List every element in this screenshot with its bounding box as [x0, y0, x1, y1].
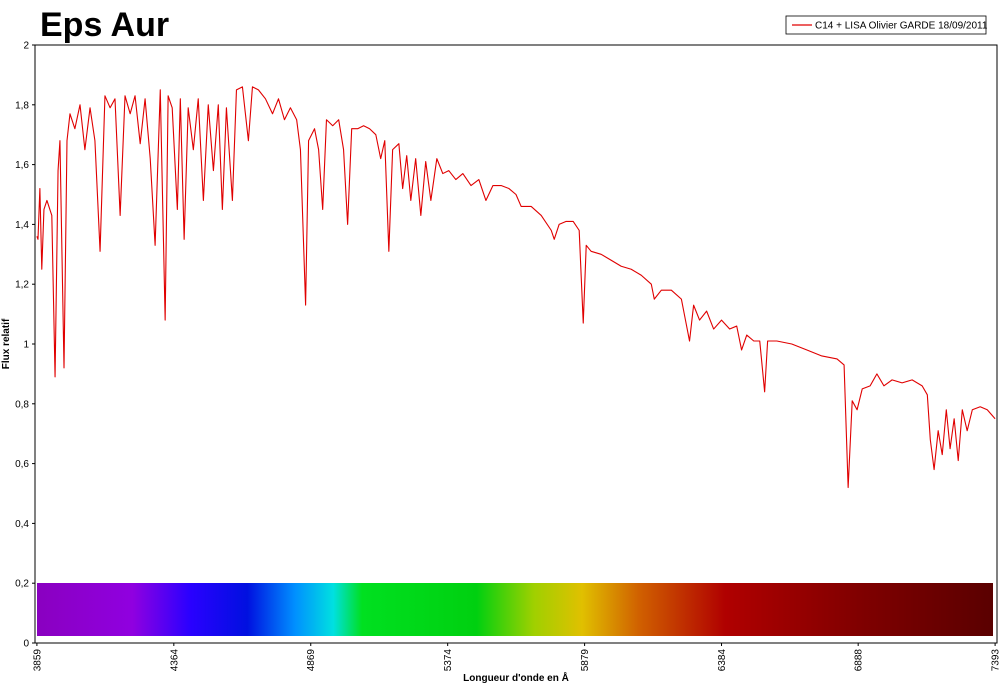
spectrum-strip [37, 583, 993, 636]
x-tick-label: 5879 [580, 649, 591, 672]
y-tick-label: 1,6 [15, 160, 29, 171]
y-tick-label: 2 [23, 41, 29, 52]
y-tick-label: 1,4 [15, 220, 29, 231]
x-tick-label: 5374 [443, 649, 454, 672]
x-tick-label: 4364 [169, 649, 180, 672]
y-tick-label: 1,2 [15, 280, 29, 291]
y-tick-label: 0,4 [15, 519, 29, 530]
x-tick-label: 6384 [717, 649, 728, 672]
y-tick-label: 0,8 [15, 399, 29, 410]
x-tick-label: 3859 [32, 649, 43, 672]
spectrum-line [36, 86, 996, 489]
y-axis-label: Flux relatif [1, 318, 12, 369]
y-tick-label: 1 [23, 340, 29, 351]
chart-title: Eps Aur [40, 6, 169, 44]
y-tick-label: 1,8 [15, 100, 29, 111]
x-tick-label: 7393 [991, 649, 1000, 672]
y-tick-label: 0,6 [15, 459, 29, 470]
x-axis-label: Longueur d'onde en Å [463, 671, 569, 684]
x-tick-label: 6888 [854, 649, 865, 672]
y-tick-label: 0 [23, 639, 29, 650]
legend-box [785, 15, 987, 35]
legend-label: C14 + LISA Olivier GARDE 18/09/2011 [815, 21, 988, 32]
y-tick-label: 0,2 [15, 579, 29, 590]
x-tick-label: 4869 [306, 649, 317, 672]
